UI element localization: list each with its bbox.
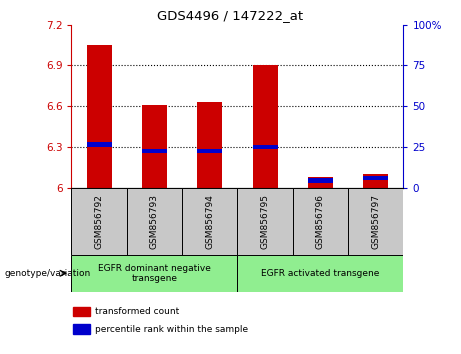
Text: GSM856792: GSM856792 <box>95 194 104 249</box>
Bar <box>348 188 403 255</box>
Bar <box>237 188 293 255</box>
Text: EGFR activated transgene: EGFR activated transgene <box>261 269 379 278</box>
Text: EGFR dominant negative
transgene: EGFR dominant negative transgene <box>98 264 211 283</box>
Text: GSM856793: GSM856793 <box>150 194 159 249</box>
Bar <box>197 149 222 153</box>
Text: GSM856797: GSM856797 <box>371 194 380 249</box>
Bar <box>142 105 167 188</box>
Text: GSM856795: GSM856795 <box>260 194 270 249</box>
Bar <box>127 188 182 255</box>
Bar <box>71 255 237 292</box>
Bar <box>308 178 333 183</box>
Text: GDS4496 / 147222_at: GDS4496 / 147222_at <box>158 9 303 22</box>
Bar <box>87 45 112 188</box>
Bar <box>237 255 403 292</box>
Bar <box>308 177 333 188</box>
Text: transformed count: transformed count <box>95 307 179 316</box>
Bar <box>293 188 348 255</box>
Text: GSM856796: GSM856796 <box>316 194 325 249</box>
Bar <box>363 174 388 188</box>
Text: percentile rank within the sample: percentile rank within the sample <box>95 325 248 333</box>
Bar <box>71 188 127 255</box>
Bar <box>87 142 112 147</box>
Bar <box>142 149 167 153</box>
Text: GSM856794: GSM856794 <box>205 194 214 249</box>
Bar <box>73 324 90 334</box>
Text: genotype/variation: genotype/variation <box>5 269 91 278</box>
Bar <box>182 188 237 255</box>
Bar <box>197 102 222 188</box>
Bar <box>253 144 278 149</box>
Bar <box>363 176 388 181</box>
Bar <box>73 307 90 316</box>
Bar <box>253 65 278 188</box>
